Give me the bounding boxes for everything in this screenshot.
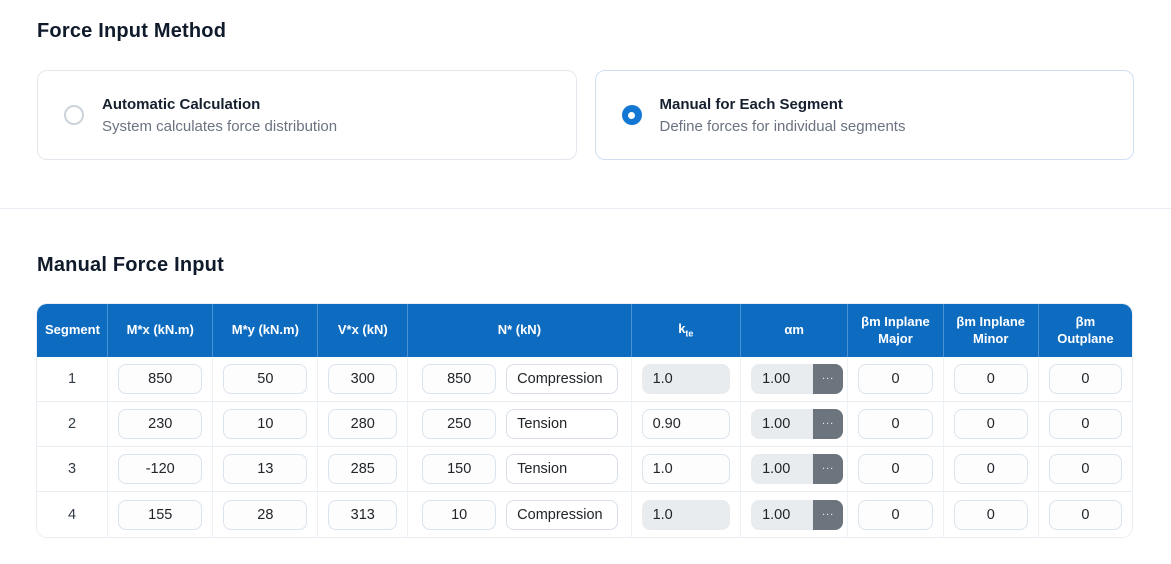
manual-force-table: Segment M*x (kN.m) M*y (kN.m) V*x (kN) N… [37,304,1132,537]
table-row: 4 Compression ... [37,492,1132,537]
am-input[interactable] [751,454,814,484]
bm-outplane-input[interactable] [1048,454,1122,484]
col-header-bm-inplane-minor: βm Inplane Minor [943,304,1039,357]
segment-number: 4 [37,492,109,537]
bm-inplane-minor-input[interactable] [953,364,1028,394]
n-input[interactable] [422,499,497,530]
my-input[interactable] [223,364,308,394]
n-input[interactable] [422,364,497,394]
mx-input[interactable] [118,499,203,530]
mx-input[interactable] [118,364,203,394]
am-more-button[interactable]: ... [813,409,844,439]
col-header-mx: M*x (kN.m) [108,304,214,357]
kte-input[interactable] [641,409,731,439]
vx-input[interactable] [328,364,398,394]
vx-input[interactable] [328,409,398,439]
am-group: ... [751,499,844,530]
bm-inplane-minor-input[interactable] [953,409,1028,439]
table-row: 3 Tension ... [37,447,1132,492]
am-more-button[interactable]: ... [813,499,844,530]
bm-inplane-minor-input[interactable] [953,454,1028,484]
kte-input[interactable] [641,454,731,484]
n-type-select[interactable]: Tension [506,454,618,484]
vx-input[interactable] [328,454,398,484]
bm-inplane-minor-input[interactable] [953,499,1028,530]
table-row: 1 Compression ... [37,357,1132,402]
force-method-option-automatic[interactable]: Automatic Calculation System calculates … [37,70,577,160]
option-text: Manual for Each Segment Define forces fo… [660,96,906,135]
radio-unselected-icon[interactable] [64,105,84,125]
bm-inplane-major-input[interactable] [858,409,933,439]
kte-input[interactable] [641,499,731,530]
bm-inplane-major-input[interactable] [858,454,933,484]
am-group: ... [751,364,844,394]
option-text: Automatic Calculation System calculates … [102,96,337,135]
n-cell: Tension [418,454,620,484]
n-type-select[interactable]: Compression [506,364,618,394]
my-input[interactable] [223,454,308,484]
col-header-bm-inplane-major: βm Inplane Major [848,304,944,357]
n-input[interactable] [422,454,497,484]
option-subtitle: Define forces for individual segments [659,117,906,135]
kte-base: k [678,320,686,336]
am-group: ... [751,409,844,439]
col-header-am: αm [741,304,849,357]
n-cell: Compression [418,499,620,530]
option-title: Manual for Each Segment [659,95,843,113]
am-input[interactable] [751,499,814,530]
am-input[interactable] [751,364,814,394]
mx-input[interactable] [118,409,203,439]
col-header-bm-outplane: βm Outplane [1038,304,1132,357]
force-input-method-title: Force Input Method [37,20,227,42]
col-header-kte: kte [631,304,742,357]
col-header-n: N* (kN) [408,304,632,357]
am-group: ... [751,454,844,484]
bm-outplane-input[interactable] [1048,409,1122,439]
col-header-vx: V*x (kN) [318,304,409,357]
my-input[interactable] [223,499,308,530]
option-title: Automatic Calculation [102,95,261,113]
segment-number: 3 [37,447,109,492]
bm-inplane-major-input[interactable] [858,364,933,394]
radio-selected-icon[interactable] [621,105,642,125]
bm-inplane-major-input[interactable] [858,499,933,530]
segment-number: 2 [37,402,109,447]
n-type-select[interactable]: Compression [506,499,618,530]
bm-outplane-input[interactable] [1048,364,1122,394]
col-header-segment: Segment [37,304,109,357]
force-method-options: Automatic Calculation System calculates … [37,70,1134,160]
table-row: 2 Tension ... [37,402,1132,447]
force-method-option-manual[interactable]: Manual for Each Segment Define forces fo… [594,70,1134,160]
am-more-button[interactable]: ... [813,364,844,394]
my-input[interactable] [223,409,308,439]
n-type-select[interactable]: Tension [506,409,618,439]
n-input[interactable] [422,409,497,439]
table-header-row: Segment M*x (kN.m) M*y (kN.m) V*x (kN) N… [37,304,1132,357]
kte-sub: te [685,328,694,339]
segment-number: 1 [37,357,109,402]
mx-input[interactable] [118,454,203,484]
kte-input[interactable] [641,364,731,394]
n-cell: Compression [418,364,620,394]
am-more-button[interactable]: ... [813,454,844,484]
vx-input[interactable] [328,499,398,530]
n-cell: Tension [418,409,620,439]
option-subtitle: System calculates force distribution [102,117,338,135]
col-header-my: M*y (kN.m) [213,304,319,357]
section-divider [0,208,1171,209]
manual-force-input-title: Manual Force Input [37,254,224,276]
bm-outplane-input[interactable] [1048,499,1122,530]
am-input[interactable] [751,409,814,439]
